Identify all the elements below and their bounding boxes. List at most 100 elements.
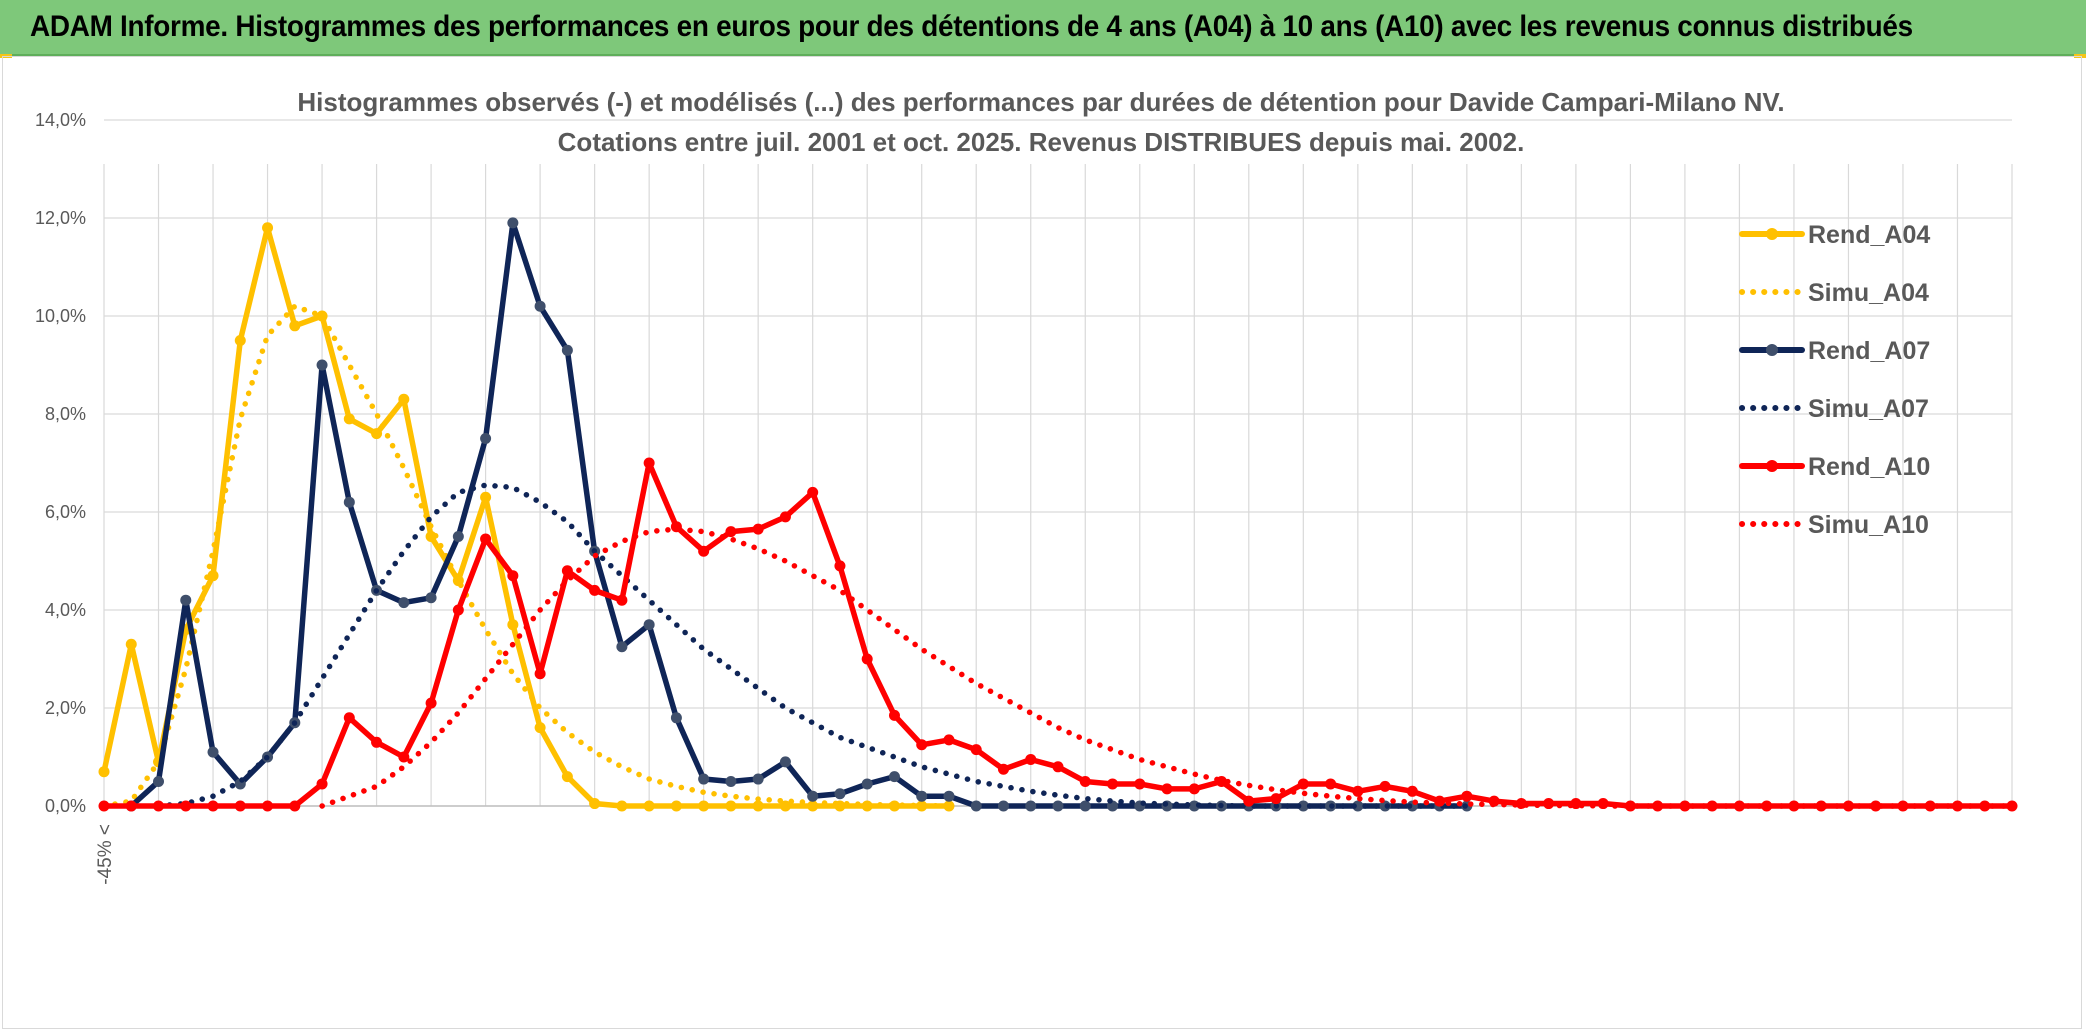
- data-point: [1325, 778, 1337, 790]
- data-point: [970, 744, 982, 756]
- data-point: [1297, 800, 1309, 812]
- legend-label: Simu_A10: [1808, 511, 1929, 539]
- data-point: [861, 653, 873, 665]
- data-point: [1352, 800, 1364, 812]
- data-point: [234, 800, 246, 812]
- data-point: [125, 638, 137, 650]
- data-point: [289, 800, 301, 812]
- data-point: [561, 771, 573, 783]
- data-point: [616, 594, 628, 606]
- series-simu-a07: [155, 482, 1470, 809]
- data-point: [316, 778, 328, 790]
- data-point: [834, 788, 846, 800]
- data-point: [207, 800, 219, 812]
- data-point: [1924, 800, 1936, 812]
- data-point: [534, 300, 546, 312]
- y-axis: 0,0% 2,0% 4,0% 6,0% 8,0% 10,0% 12,0% 14,0%: [35, 110, 86, 816]
- data-point: [589, 798, 601, 810]
- data-point: [98, 766, 110, 778]
- data-point: [316, 359, 328, 371]
- legend-label: Rend_A04: [1808, 221, 1930, 249]
- legend-entry: Rend_A04: [1739, 221, 1930, 249]
- series-rend-a07: [125, 217, 1473, 812]
- data-point: [262, 222, 274, 234]
- y-tick-label: 0,0%: [45, 796, 86, 816]
- data-point: [834, 560, 846, 572]
- data-point: [98, 800, 110, 812]
- data-point: [1352, 785, 1364, 797]
- data-point: [670, 712, 682, 724]
- legend-entry: Rend_A07: [1739, 337, 1930, 365]
- data-point: [534, 668, 546, 680]
- series-line: [101, 460, 2015, 809]
- data-point: [997, 763, 1009, 775]
- data-point: [398, 751, 410, 763]
- data-point: [480, 491, 492, 503]
- data-point: [207, 570, 219, 582]
- data-point: [698, 800, 710, 812]
- y-tick-label: 4,0%: [45, 600, 86, 620]
- data-point: [480, 433, 492, 444]
- data-point: [997, 800, 1009, 812]
- data-point: [943, 790, 955, 802]
- data-point: [643, 457, 655, 469]
- data-point: [1761, 800, 1773, 812]
- data-point: [1079, 800, 1091, 812]
- data-point: [1025, 800, 1037, 812]
- data-point: [180, 594, 192, 606]
- data-point: [507, 619, 519, 631]
- chart-series: [98, 217, 2018, 812]
- data-point: [480, 533, 492, 545]
- data-point: [616, 800, 628, 812]
- data-point: [452, 604, 464, 616]
- data-point: [234, 335, 246, 346]
- legend-marker: [1766, 344, 1778, 356]
- data-point: [725, 800, 737, 812]
- legend-label: Simu_A04: [1808, 279, 1929, 307]
- data-point: [561, 344, 573, 356]
- data-point: [1297, 778, 1309, 790]
- y-tick-label: 8,0%: [45, 404, 86, 424]
- data-point: [616, 641, 628, 653]
- data-point: [779, 511, 791, 523]
- series-line: [128, 220, 1470, 809]
- data-point: [970, 800, 982, 812]
- data-point: [425, 697, 437, 709]
- data-point: [1679, 800, 1691, 812]
- data-point: [779, 800, 791, 812]
- legend-entry: Simu_A10: [1739, 511, 1929, 539]
- x-tick-label: -45% <: [95, 824, 116, 885]
- data-point: [343, 712, 355, 724]
- legend-label: Rend_A10: [1808, 453, 1930, 481]
- y-tick-label: 14,0%: [35, 110, 86, 130]
- data-point: [398, 597, 410, 609]
- data-point: [589, 584, 601, 596]
- legend-marker: [1766, 460, 1778, 472]
- chart-frame: [2, 56, 2082, 1029]
- data-point: [371, 428, 383, 440]
- chart-title-line2: Cotations entre juil. 2001 et oct. 2025.…: [558, 127, 1525, 157]
- data-point: [1270, 793, 1282, 805]
- data-point: [153, 776, 165, 787]
- data-point: [1079, 776, 1091, 787]
- data-point: [343, 413, 355, 425]
- legend-entry: Rend_A10: [1739, 453, 1930, 481]
- data-point: [371, 736, 383, 748]
- chart-legend: Rend_A04 Simu_A04 Rend_A07 Simu_A07 Rend_A10…: [1739, 221, 1930, 539]
- data-point: [643, 619, 655, 631]
- legend-entry: Simu_A04: [1739, 279, 1929, 307]
- series-line: [155, 482, 1470, 809]
- data-point: [1052, 761, 1064, 773]
- data-point: [425, 592, 437, 604]
- data-point: [752, 773, 764, 785]
- data-point: [698, 773, 710, 785]
- x-axis: -45% <: [95, 824, 116, 885]
- data-point: [752, 800, 764, 812]
- report-title: ADAM Informe. Histogrammes des performan…: [30, 10, 1913, 43]
- data-point: [861, 778, 873, 790]
- data-point: [507, 217, 519, 229]
- data-point: [1134, 778, 1146, 790]
- legend-label: Rend_A07: [1808, 337, 1930, 365]
- data-point: [1979, 800, 1991, 812]
